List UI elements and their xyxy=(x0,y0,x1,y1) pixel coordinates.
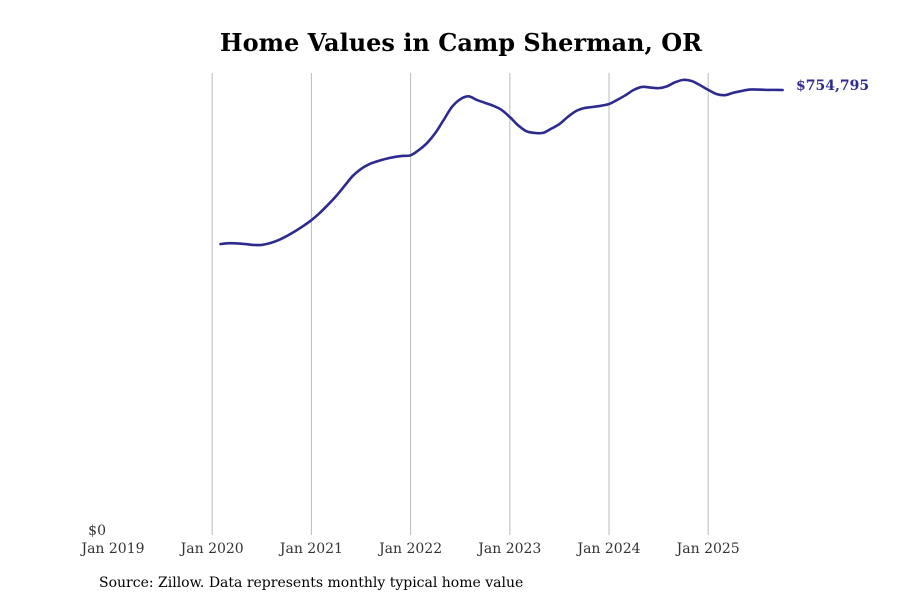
data-point-2021-08 xyxy=(368,163,370,165)
data-point-2022-11 xyxy=(492,105,494,107)
data-point-2024-12 xyxy=(699,84,701,86)
data-point-2025-08 xyxy=(765,89,767,91)
data-point-2024-09 xyxy=(674,81,676,83)
data-point-2023-02 xyxy=(517,124,519,126)
data-point-2025-04 xyxy=(732,92,734,94)
data-point-2024-03 xyxy=(624,94,627,96)
x-tick-label: Jan 2020 xyxy=(179,541,244,557)
data-point-2025-09 xyxy=(773,89,775,91)
data-point-2024-05 xyxy=(641,86,643,88)
data-point-2024-01 xyxy=(608,103,610,105)
data-point-2022-03 xyxy=(426,142,428,144)
data-point-2022-01 xyxy=(410,154,412,156)
data-point-2020-12 xyxy=(302,225,304,227)
data-point-2025-01 xyxy=(707,89,709,91)
data-point-2022-12 xyxy=(500,109,503,111)
x-tick-label: Jan 2022 xyxy=(377,541,442,557)
data-point-2020-11 xyxy=(294,230,296,232)
data-point-2020-06 xyxy=(252,244,255,246)
data-point-2024-08 xyxy=(666,85,668,87)
data-point-2022-07 xyxy=(459,98,461,100)
data-point-2023-08 xyxy=(567,116,569,118)
data-point-2025-07 xyxy=(757,88,759,91)
data-point-2025-03 xyxy=(724,94,726,96)
data-point-2022-05 xyxy=(443,119,445,121)
data-point-2021-07 xyxy=(360,168,362,170)
data-point-2022-06 xyxy=(451,106,453,108)
data-point-2020-05 xyxy=(244,243,246,245)
data-point-2025-05 xyxy=(740,90,742,92)
data-point-2022-10 xyxy=(484,102,486,104)
data-point-2021-09 xyxy=(376,160,379,162)
data-point-2024-07 xyxy=(658,87,660,89)
data-point-2024-04 xyxy=(633,89,635,91)
data-point-2020-02 xyxy=(219,243,222,245)
data-point-2023-11 xyxy=(591,106,594,108)
data-point-2021-10 xyxy=(385,158,387,160)
data-point-2020-09 xyxy=(277,239,279,241)
data-point-2025-10 xyxy=(782,89,784,91)
data-point-2021-12 xyxy=(401,155,403,157)
data-point-2020-07 xyxy=(261,244,263,246)
data-point-2021-01 xyxy=(310,219,312,221)
data-point-2024-02 xyxy=(616,99,618,101)
gridlines xyxy=(211,73,709,535)
data-point-2023-04 xyxy=(534,132,536,134)
data-point-2023-09 xyxy=(575,110,577,112)
data-point-2020-03 xyxy=(228,242,230,244)
data-point-2021-06 xyxy=(352,175,354,177)
data-point-2021-05 xyxy=(343,185,346,187)
data-point-2025-02 xyxy=(715,93,718,95)
y-axis-ticks: $0 xyxy=(88,523,106,539)
data-point-2020-04 xyxy=(236,242,238,245)
data-point-2025-06 xyxy=(748,88,751,91)
x-tick-label: Jan 2019 xyxy=(79,541,144,557)
data-point-2022-08 xyxy=(467,95,470,97)
data-point-2023-10 xyxy=(583,107,585,109)
x-tick-label: Jan 2025 xyxy=(675,541,740,557)
data-point-2020-08 xyxy=(269,242,271,244)
data-point-2023-01 xyxy=(509,116,511,118)
x-axis-ticks: Jan 2019 Jan 2020 Jan 2021 Jan 2022 Jan 2023… xyxy=(79,541,739,557)
data-point-2021-04 xyxy=(335,195,337,197)
data-point-2021-11 xyxy=(393,156,395,158)
chart-title: Home Values in Camp Sherman, OR xyxy=(220,28,703,57)
source-note: Source: Zillow. Data represents monthly … xyxy=(99,575,523,591)
data-point-2022-04 xyxy=(434,132,436,134)
data-point-2024-06 xyxy=(649,86,651,89)
x-tick-label: Jan 2023 xyxy=(476,541,541,557)
data-point-2022-09 xyxy=(476,99,478,101)
data-point-2023-07 xyxy=(558,123,561,125)
data-point-2023-03 xyxy=(525,130,527,132)
data-point-2024-11 xyxy=(691,80,693,82)
data-point-2023-05 xyxy=(542,132,544,134)
data-point-2020-10 xyxy=(286,235,288,237)
data-points xyxy=(219,79,784,246)
x-tick-label: Jan 2021 xyxy=(278,541,343,557)
data-point-2022-02 xyxy=(418,149,420,151)
series-line-home-value xyxy=(219,78,784,247)
y-tick-label: $0 xyxy=(88,523,106,539)
end-value-label: $754,795 xyxy=(796,78,869,94)
data-point-2024-10 xyxy=(682,79,685,81)
data-point-2021-03 xyxy=(327,204,329,206)
data-point-2023-12 xyxy=(600,105,602,107)
x-tick-label: Jan 2024 xyxy=(575,541,640,557)
data-point-2021-02 xyxy=(319,212,321,214)
data-point-2023-06 xyxy=(550,128,552,130)
